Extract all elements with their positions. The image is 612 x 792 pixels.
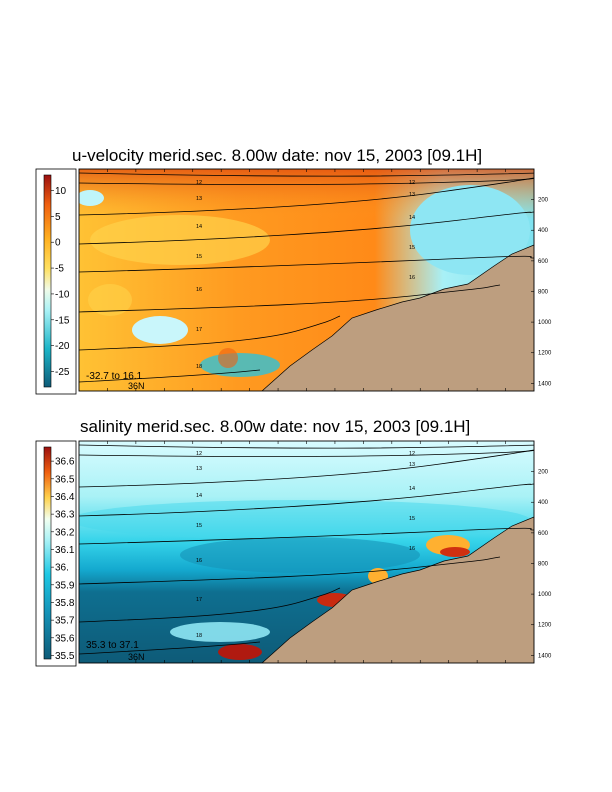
top-isotherm-label: 12 (409, 180, 415, 186)
top-velocity-dark-cyan (200, 353, 280, 377)
top-isotherm-label: 17 (196, 327, 202, 333)
bottom-chart-title: salinity merid.sec. 8.00w date: nov 15, … (80, 417, 470, 436)
bottom-isotherm-label: 12 (409, 451, 415, 457)
bottom-colorbar-tick-label: 36.5 (55, 474, 75, 485)
top-depth-tick-label: 800 (538, 289, 549, 295)
bottom-depth-tick-label: 1200 (538, 623, 552, 629)
top-isotherm-label: 16 (196, 287, 202, 293)
bottom-salinity-bright-band (170, 622, 270, 642)
bottom-isotherm-label: 14 (196, 493, 202, 499)
bottom-isotherm-label: 15 (196, 523, 202, 529)
bottom-seafloor-outline (261, 516, 534, 663)
top-colorbar-tick-label: 5 (55, 212, 61, 223)
bottom-depth-tick-label: 400 (538, 500, 549, 506)
top-depth-tick-label: 600 (538, 259, 549, 265)
bottom-colorbar-bar (43, 446, 52, 660)
top-chart-title: u-velocity merid.sec. 8.00w date: nov 15… (72, 146, 482, 165)
top-colorbar-frame (35, 168, 77, 395)
top-latitude-label: 36N (128, 381, 145, 391)
top-isotherm-label: 15 (196, 254, 202, 260)
bottom-isotherm-label: 17 (196, 597, 202, 603)
top-isotherm-label: 15 (409, 245, 415, 251)
top-colorbar-tick-label: -15 (55, 315, 70, 326)
bottom-colorbar-tick-label: 35.6 (55, 633, 75, 644)
top-isotherm-label: 16 (409, 275, 415, 281)
bottom-salinity-red-bottom (218, 644, 262, 660)
bottom-salinity-upper-cyan (79, 500, 530, 540)
top-isotherm-label: 14 (196, 224, 202, 230)
top-isotherm-label: 13 (409, 192, 415, 198)
top-colorbar-bar (43, 174, 52, 388)
bottom-depth-tick-label: 1000 (538, 592, 552, 598)
bottom-latitude-label: 36N (128, 652, 145, 662)
top-seafloor-outline (261, 244, 534, 391)
top-range-label: -32.7 to 16.1 (86, 371, 143, 382)
top-colorbar-tick-label: 0 (55, 238, 61, 249)
top-depth-tick-label: 200 (538, 198, 549, 204)
bottom-depth-tick-label: 1400 (538, 653, 552, 659)
top-depth-tick-label: 400 (538, 228, 549, 234)
top-colorbar-tick-label: -10 (55, 289, 70, 300)
top-seafloor (262, 245, 534, 391)
bottom-colorbar-frame (35, 440, 77, 667)
top-velocity-cyan-patch-mid (132, 316, 188, 344)
bottom-colorbar-tick-label: 35.8 (55, 598, 75, 609)
top-velocity-yellow-patch (90, 215, 270, 265)
top-colorbar-tick-label: -25 (55, 367, 70, 378)
bottom-range-label: 35.3 to 37.1 (86, 640, 139, 651)
bottom-colorbar-tick-label: 35.5 (55, 651, 75, 662)
bottom-salinity-mid-blue (180, 537, 420, 573)
top-velocity-cyan-wedge (410, 185, 530, 275)
bottom-depth-tick-label: 200 (538, 470, 549, 476)
bottom-colorbar-tick-label: 36.1 (55, 545, 75, 556)
bottom-colorbar-tick-label: 36.2 (55, 527, 75, 538)
bottom-depth-tick-label: 800 (538, 561, 549, 567)
top-colorbar: 10 5 0 -5 -10 -15 -20 -25 (43, 174, 70, 388)
top-velocity-cyan-patch-left (79, 190, 104, 206)
bottom-colorbar-tick-label: 35.9 (55, 580, 75, 591)
bottom-isotherm-label: 12 (196, 451, 202, 457)
bottom-colorbar-tick-label: 36.4 (55, 492, 75, 503)
bottom-plot-area (79, 441, 534, 663)
bottom-isotherms (79, 444, 534, 655)
bottom-colorbar-tick-label: 36. (55, 563, 69, 574)
top-velocity-red-spot (218, 348, 238, 368)
top-isotherm-label: 12 (196, 180, 202, 186)
top-colorbar-tick-label: -20 (55, 341, 70, 352)
bottom-colorbar-tick-label: 36.6 (55, 457, 75, 468)
bottom-isotherm-label: 16 (196, 558, 202, 564)
bottom-colorbar-tick-label: 35.7 (55, 616, 75, 627)
top-plot-area (79, 169, 534, 391)
bottom-seafloor (262, 517, 534, 663)
bottom-depth-tick-label: 600 (538, 531, 549, 537)
top-isotherm-label: 14 (409, 215, 415, 221)
bottom-isotherm-label: 14 (409, 486, 415, 492)
top-colorbar-tick-label: 10 (55, 186, 67, 197)
bottom-colorbar: 36.6 36.5 36.4 36.3 36.2 36.1 36. 35.9 35.8 35.7 3… (43, 446, 75, 662)
top-isotherm-label: 13 (196, 196, 202, 202)
bottom-x-ticks: 200 400 600 800 1000 1200 1400 (107, 441, 552, 663)
top-colorbar-tick-label: -5 (55, 264, 64, 275)
top-x-ticks: 200 400 600 800 1000 1200 1400 (107, 169, 552, 391)
top-isotherms (79, 172, 534, 383)
bottom-isotherm-label: 13 (409, 462, 415, 468)
bottom-isotherm-label: 16 (409, 546, 415, 552)
top-isotherm-label: 18 (196, 364, 202, 370)
top-depth-tick-label: 1400 (538, 381, 552, 387)
bottom-isotherm-label: 18 (196, 633, 202, 639)
bottom-isotherm-label: 15 (409, 516, 415, 522)
bottom-isotherm-label: 13 (196, 466, 202, 472)
top-velocity-light-patch (88, 284, 132, 316)
bottom-colorbar-tick-label: 36.3 (55, 510, 75, 521)
top-depth-tick-label: 1200 (538, 351, 552, 357)
bottom-salinity-red-right (440, 547, 470, 557)
top-depth-tick-label: 1000 (538, 320, 552, 326)
